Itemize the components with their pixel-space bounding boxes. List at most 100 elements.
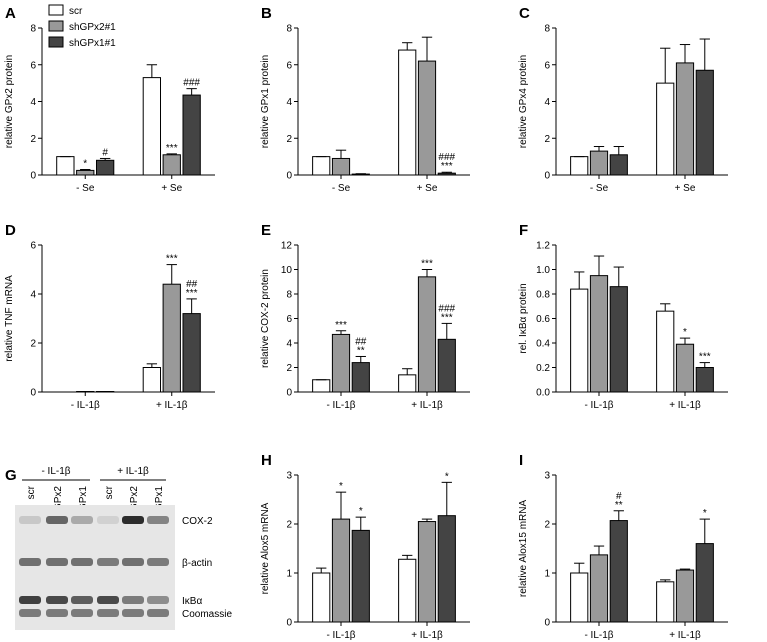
bar: [351, 529, 370, 623]
bar: [695, 543, 714, 623]
blot-band: [122, 596, 144, 604]
x-tick-label: - IL-1β: [71, 400, 100, 411]
y-tick-label: 4: [30, 97, 36, 108]
blot-band: [147, 516, 169, 524]
blot-band: [97, 516, 119, 524]
bar: [182, 94, 201, 176]
blot-band: [97, 596, 119, 604]
y-tick-label: 2: [286, 520, 292, 531]
x-tick-label: + Se: [161, 183, 182, 194]
significance-label: *: [83, 158, 87, 169]
significance-label: *: [683, 327, 687, 338]
y-tick-label: 6: [286, 314, 292, 325]
blot-band: [46, 596, 68, 604]
y-tick-label: 2: [30, 134, 36, 145]
significance-label: ***: [421, 259, 433, 270]
blot-band: [46, 609, 68, 617]
blot-band: [71, 516, 93, 524]
panel-letter: G: [5, 467, 17, 484]
bar: [312, 572, 331, 623]
legend-swatch: [48, 4, 64, 16]
blot-band: [71, 596, 93, 604]
bar: [656, 310, 675, 393]
y-tick-label: 2: [544, 134, 550, 145]
bar: [570, 156, 589, 176]
lane-label: shGPx2: [129, 486, 140, 522]
bar: [695, 367, 714, 393]
lane-label: shGPx2: [53, 486, 64, 522]
significance-label: ***: [441, 161, 453, 172]
y-tick-label: 2: [286, 134, 292, 145]
x-tick-label: - IL-1β: [326, 400, 355, 411]
significance-label: ***: [335, 320, 347, 331]
blot-band: [19, 596, 41, 604]
y-tick-label: 4: [30, 290, 36, 301]
y-tick-label: 1: [544, 569, 550, 580]
significance-label: *: [339, 481, 343, 492]
significance-label: ***: [166, 254, 178, 265]
band-label: Coomassie: [182, 609, 232, 620]
blot-band: [71, 609, 93, 617]
significance-label: ###: [183, 78, 200, 89]
y-tick-label: 6: [30, 60, 36, 71]
blot-band: [19, 558, 41, 566]
y-tick-label: 3: [286, 471, 292, 482]
x-tick-label: + IL-1β: [669, 400, 701, 411]
significance-label: ##: [186, 279, 198, 290]
bar: [142, 367, 162, 393]
panel-letter: D: [5, 222, 16, 239]
band-label: IκBα: [182, 596, 202, 607]
y-axis-label: relative Alox5 mRNA: [260, 502, 271, 594]
significance-label: **: [357, 345, 365, 356]
x-tick-label: + IL-1β: [411, 400, 443, 411]
y-tick-label: 4: [286, 97, 292, 108]
bar: [437, 172, 456, 176]
bar: [182, 313, 201, 393]
y-axis-label: relative COX-2 protein: [260, 269, 271, 368]
legend-label: shGPx1#1: [69, 38, 116, 49]
lane-label: shGPx1: [78, 486, 89, 522]
y-tick-label: 1.0: [536, 265, 550, 276]
y-tick-label: 0: [286, 618, 292, 629]
y-tick-label: 0.0: [536, 388, 550, 399]
y-tick-label: 4: [286, 339, 292, 350]
y-tick-label: 8: [286, 290, 292, 301]
bar: [675, 343, 695, 393]
band-label: COX-2: [182, 516, 213, 527]
y-tick-label: 3: [544, 471, 550, 482]
y-tick-label: 0: [30, 388, 36, 399]
x-tick-label: - IL-1β: [326, 630, 355, 641]
y-axis-label: relative Alox15 mRNA: [518, 500, 529, 598]
blot-background: [15, 505, 175, 630]
panel-letter: I: [519, 452, 523, 469]
significance-label: *: [703, 508, 707, 519]
bar: [312, 379, 331, 393]
legend-swatch: [48, 36, 64, 48]
bar: [656, 581, 675, 623]
blot-band: [122, 558, 144, 566]
y-tick-label: 0.6: [536, 314, 550, 325]
band-label: β-actin: [182, 558, 212, 569]
x-tick-label: + Se: [417, 183, 438, 194]
blot-band: [97, 609, 119, 617]
y-tick-label: 0: [30, 171, 36, 182]
y-tick-label: 0.4: [536, 339, 550, 350]
y-axis-label: relative GPx4 protein: [518, 55, 529, 148]
y-tick-label: 8: [286, 24, 292, 35]
y-tick-label: 2: [30, 339, 36, 350]
significance-label: ##: [355, 336, 367, 347]
significance-label: *: [445, 471, 449, 482]
y-tick-label: 2: [544, 520, 550, 531]
panel-letter: C: [519, 5, 530, 22]
significance-label: ***: [699, 352, 711, 363]
blot-band: [46, 558, 68, 566]
y-tick-label: 0: [286, 171, 292, 182]
bar: [609, 286, 628, 393]
panel-letter: A: [5, 5, 16, 22]
bar: [417, 276, 437, 393]
y-tick-label: 10: [281, 265, 293, 276]
bar: [312, 156, 331, 176]
x-tick-label: - Se: [332, 183, 351, 194]
legend-label: shGPx2#1: [69, 22, 116, 33]
